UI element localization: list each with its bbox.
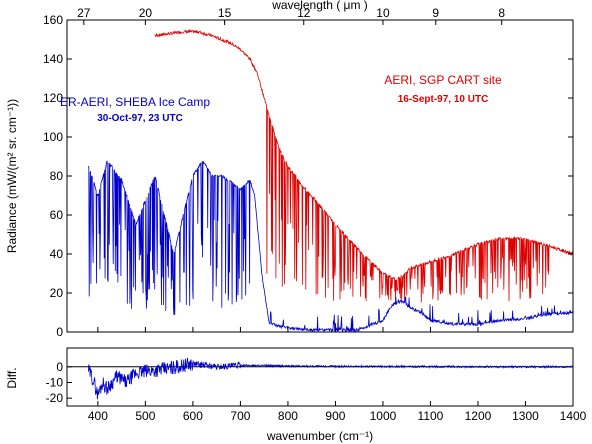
top-tick-label: 9 — [432, 6, 439, 20]
xtick-label: 1100 — [418, 409, 444, 423]
top-axis-title: wavelength ( μm ) — [271, 0, 368, 12]
ytick-label: 140 — [43, 52, 63, 66]
xtick-label: 400 — [88, 409, 108, 423]
ytick-label: 60 — [50, 208, 64, 222]
ytick-label: 40 — [50, 247, 64, 261]
ytick-label: 120 — [43, 91, 63, 105]
diff-series-layer — [67, 357, 574, 400]
main-series-layer — [88, 29, 574, 333]
xtick-label: 1300 — [512, 409, 539, 423]
x-axis-title: wavenumber (cm⁻¹) — [266, 429, 373, 443]
xtick-label: 1000 — [370, 409, 397, 423]
xtick-label: 800 — [278, 409, 298, 423]
series-line-1 — [88, 160, 574, 333]
diff-ytick-label: -20 — [46, 391, 64, 405]
diff-plot-frame — [66, 347, 574, 407]
y-axis-title: Radiance (mW/(m² sr. cm⁻¹)) — [5, 99, 19, 253]
diff-ytick-label: -10 — [46, 375, 64, 389]
ytick-label: 160 — [43, 13, 63, 27]
annotation-red-date: 16-Sept-97, 10 UTC — [398, 94, 489, 105]
top-tick-label: 15 — [218, 6, 232, 20]
top-tick-label: 20 — [139, 6, 153, 20]
diff-ytick-label: 0 — [56, 360, 63, 374]
xtick-label: 1400 — [560, 409, 587, 423]
xtick-label: 900 — [325, 409, 345, 423]
top-tick-label: 8 — [498, 6, 505, 20]
ytick-label: 20 — [50, 286, 64, 300]
annotation-blue-date: 30-Oct-97, 23 UTC — [97, 113, 183, 124]
annotation-red-title: AERI, SGP CART site — [384, 73, 502, 87]
series-line-0 — [154, 29, 574, 303]
top-tick-label: 10 — [376, 6, 390, 20]
xtick-label: 1200 — [465, 409, 492, 423]
top-tick-label: 12 — [297, 6, 311, 20]
ytick-label: 80 — [50, 169, 64, 183]
xtick-label: 700 — [230, 409, 250, 423]
diff-series-line — [88, 357, 574, 400]
xtick-label: 500 — [135, 409, 155, 423]
annotation-blue-title: ER-AERI, SHEBA Ice Camp — [60, 95, 210, 109]
xtick-label: 600 — [183, 409, 203, 423]
ytick-label: 100 — [43, 130, 63, 144]
ytick-label: 0 — [56, 325, 63, 339]
diff-y-axis-title: Diff. — [5, 367, 19, 388]
top-tick-label: 27 — [77, 6, 91, 20]
